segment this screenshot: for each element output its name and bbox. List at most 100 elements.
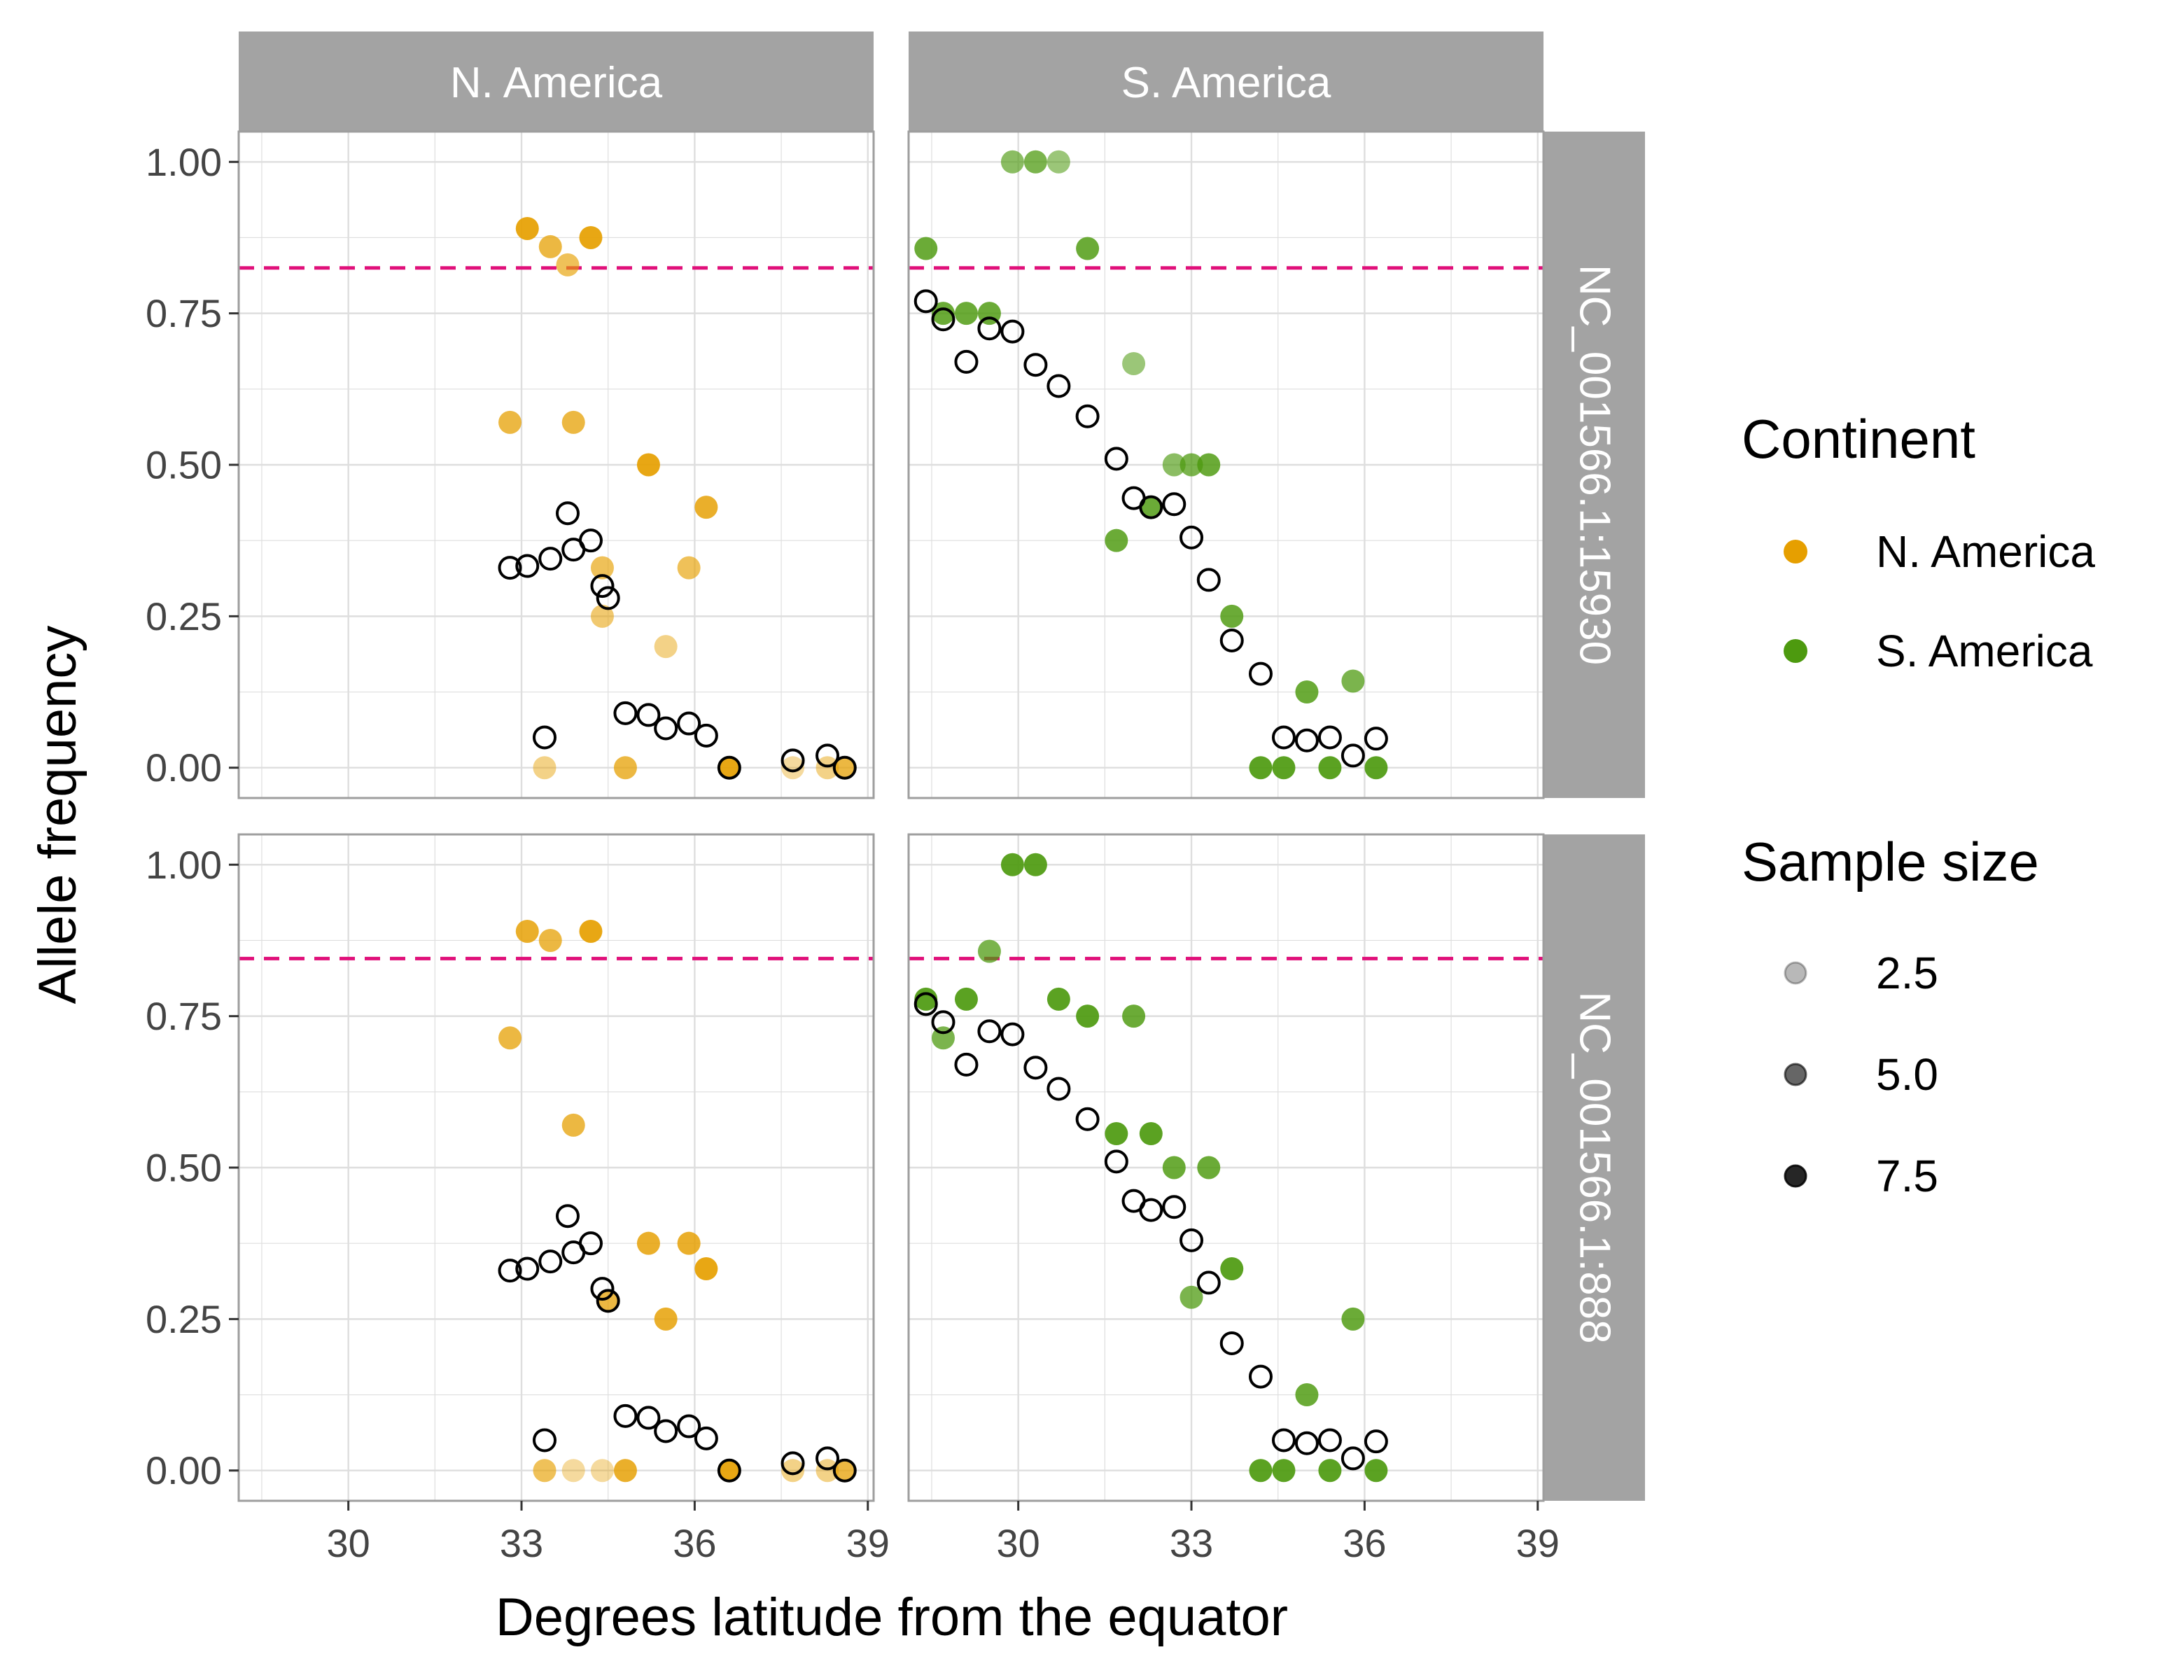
predicted-point [913,992,938,1016]
predicted-point [515,1256,540,1281]
predicted-point [954,349,979,374]
legend-label-size-2-5: 2.5 [1876,948,1938,998]
panel-1-2 [907,130,1545,799]
predicted-point [1046,1077,1071,1101]
observed-point [1046,987,1070,1011]
y-tick-label: 1.00 [146,843,222,887]
observed-point [694,496,718,519]
x-tick-label: 39 [846,1521,890,1565]
observed-point [1162,1156,1186,1180]
observed-point [694,1257,718,1281]
panel-border [907,833,1545,1502]
predicted-point [694,723,718,748]
observed-point [954,302,978,326]
x-tick-label: 36 [1343,1521,1386,1565]
observed-point [833,756,857,780]
legend-key-size-5-0 [1784,1063,1807,1086]
observed-point [613,756,637,780]
x-tick-label: 33 [1170,1521,1213,1565]
observed-point [579,919,603,943]
observed-point [1295,1383,1319,1407]
predicted-point [1162,1195,1186,1219]
observed-point [613,1459,637,1483]
observed-point [579,225,603,249]
facet-strip-label-row-2: NC_001566.1:888 [1571,991,1619,1343]
predicted-point [555,1204,580,1228]
observed-point [1341,669,1365,693]
observed-point [1122,351,1146,375]
observed-point [515,919,539,943]
observed-point [718,756,741,780]
legend-key-south-america [1784,639,1807,663]
predicted-point [913,289,938,314]
x-tick-label: 30 [997,1521,1040,1565]
predicted-point [613,701,638,725]
observed-point [1046,150,1070,174]
predicted-point [1196,1270,1221,1295]
predicted-point [717,755,741,780]
predicted-point [1075,1107,1100,1131]
predicted-point [1023,1056,1048,1080]
predicted-point [1271,725,1296,750]
observed-point [677,556,701,580]
predicted-point [1340,1446,1365,1471]
observed-point [816,756,839,780]
gridlines [239,132,874,798]
predicted-point [1075,404,1100,428]
legend-label-north-america: N. America [1876,526,2095,577]
predicted-point [590,1277,615,1301]
observed-point [1105,1122,1128,1146]
predicted-point [1139,1198,1163,1222]
observed-point [654,635,678,659]
observed-point [1295,680,1319,704]
predicted-point [931,307,955,332]
observed-point [1122,1004,1146,1028]
observed-point [1364,756,1388,780]
observed-point [498,410,522,434]
predicted-point [717,1458,741,1483]
predicted-point [1196,568,1221,592]
observed-point [538,234,562,258]
predicted-point [578,528,603,553]
observed-point [1023,150,1047,174]
observed-point [914,237,938,260]
predicted-point [1180,525,1204,550]
predicted-point [780,748,805,773]
legend-label-south-america: S. America [1876,626,2093,676]
observed-point [1220,1257,1244,1281]
observed-point [1076,237,1100,260]
legend-key-size-7-5 [1784,1164,1807,1188]
facet-strip-label-row-1: NC_001566.1:15930 [1571,265,1619,665]
predicted-point [816,1446,840,1471]
observed-point [1139,496,1163,519]
predicted-point [954,1052,979,1077]
observed-point [1197,453,1221,477]
predicted-point [1000,319,1025,344]
predicted-point [1364,1429,1388,1454]
observed-point [1364,1459,1388,1483]
y-tick-label: 0.75 [146,291,222,335]
observed-point [1318,756,1342,780]
legend: Continent N. America S. America Sample s… [1742,408,2095,1201]
legend-key-north-america [1784,540,1807,564]
observed-point [636,453,660,477]
predicted-point [1162,492,1186,517]
y-tick-label: 1.00 [146,140,222,184]
observed-point [1105,528,1128,552]
observed-point [1023,853,1047,876]
predicted-point [1180,1228,1204,1252]
observed-point [1272,756,1296,780]
observed-point [538,928,562,952]
observed-point [636,1231,660,1255]
predicted-point [816,743,840,768]
facet-strip-label-n-america: N. America [450,59,663,107]
predicted-point [596,586,620,610]
observed-point [1162,453,1186,477]
predicted-point [1340,743,1365,768]
predicted-point [694,1426,718,1450]
x-tick-label: 36 [673,1521,716,1565]
predicted-point [533,725,557,750]
observed-point [914,987,938,1011]
